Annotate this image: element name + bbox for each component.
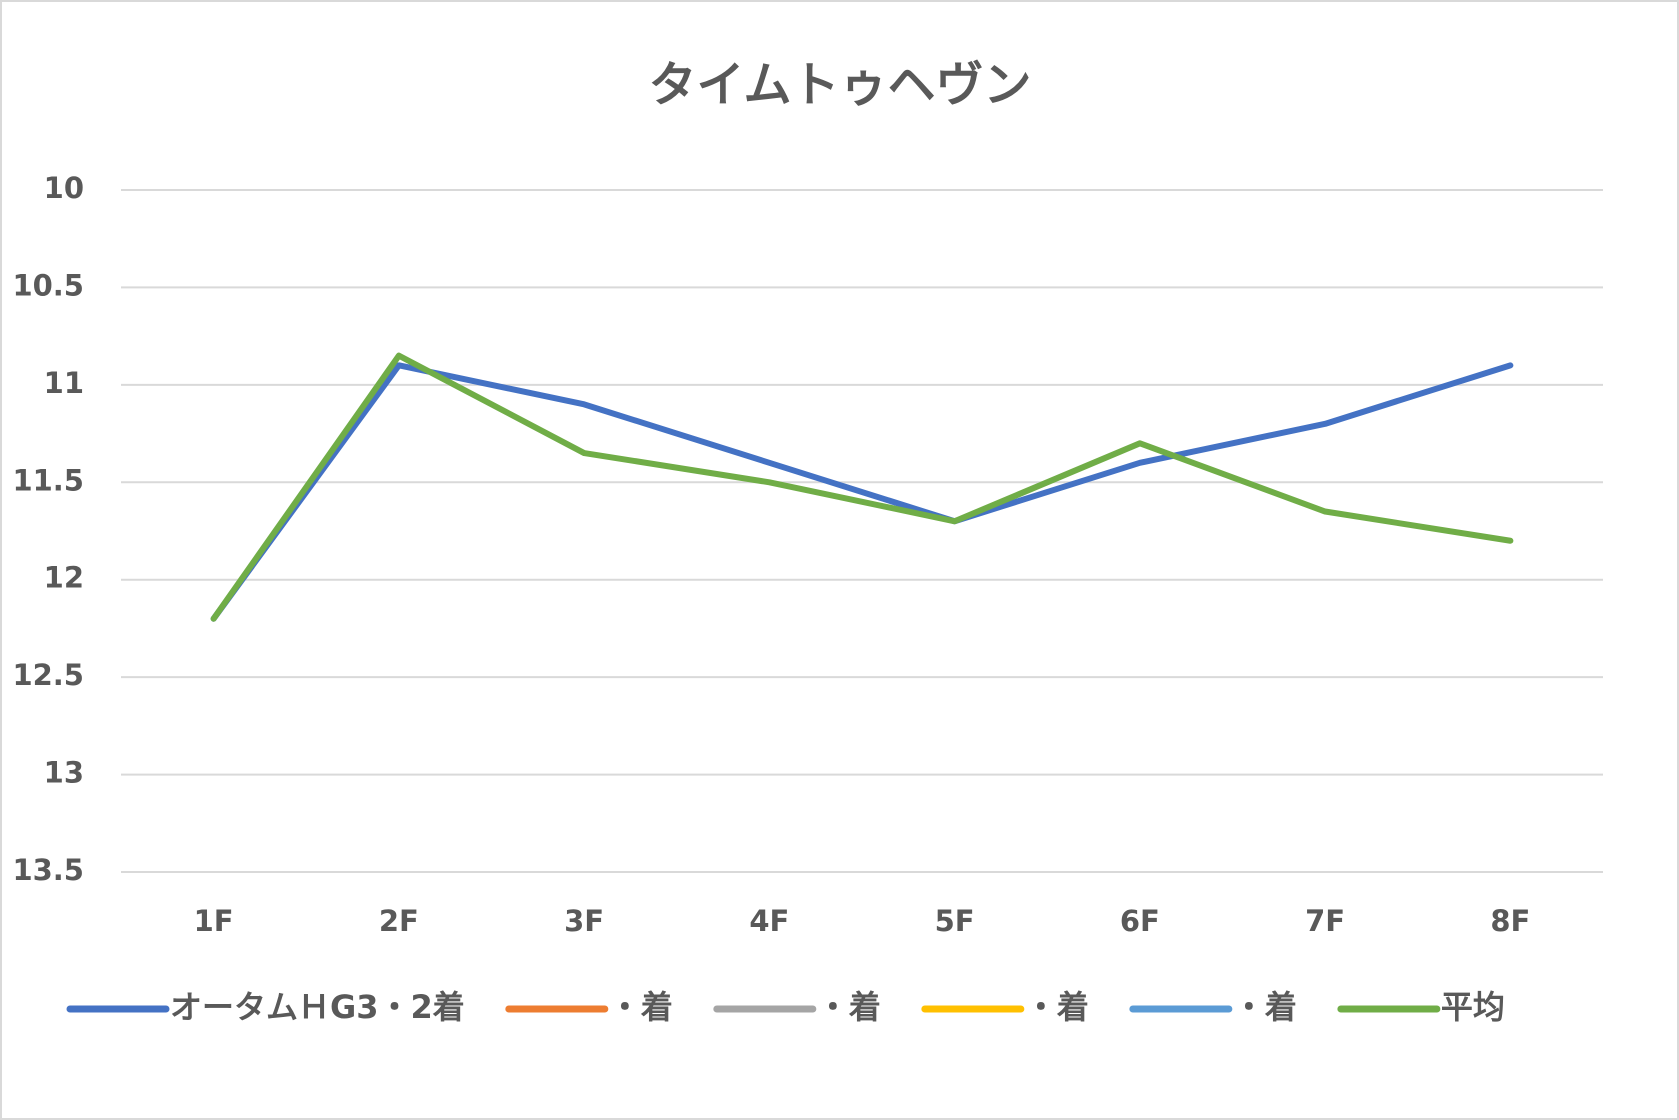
y-tick-label: 12.5 — [12, 658, 84, 692]
x-tick-label: 1F — [194, 904, 234, 938]
y-tick-label: 10.5 — [12, 268, 84, 302]
legend-label: 平均 — [1441, 988, 1505, 1026]
y-tick-label: 13 — [44, 756, 84, 790]
legend-label: ・着 — [1025, 988, 1089, 1026]
y-tick-label: 10 — [44, 171, 84, 205]
legend-label: ・着 — [609, 988, 673, 1026]
x-tick-label: 8F — [1490, 904, 1530, 938]
x-tick-label: 7F — [1305, 904, 1345, 938]
y-tick-label: 11 — [44, 366, 84, 400]
x-tick-label: 5F — [935, 904, 975, 938]
x-tick-label: 4F — [749, 904, 789, 938]
legend-label: ・着 — [817, 988, 881, 1026]
x-tick-label: 6F — [1120, 904, 1160, 938]
x-tick-label: 2F — [379, 904, 419, 938]
y-tick-label: 11.5 — [12, 463, 84, 497]
legend-label: オータムＨG3・2着 — [170, 988, 465, 1026]
chart-title: タイムトゥヘヴン — [648, 57, 1031, 113]
y-tick-label: 12 — [44, 561, 84, 595]
y-tick-label: 13.5 — [12, 853, 84, 887]
legend-label: ・着 — [1233, 988, 1297, 1026]
series-line — [210, 352, 1514, 622]
x-tick-label: 3F — [564, 904, 604, 938]
